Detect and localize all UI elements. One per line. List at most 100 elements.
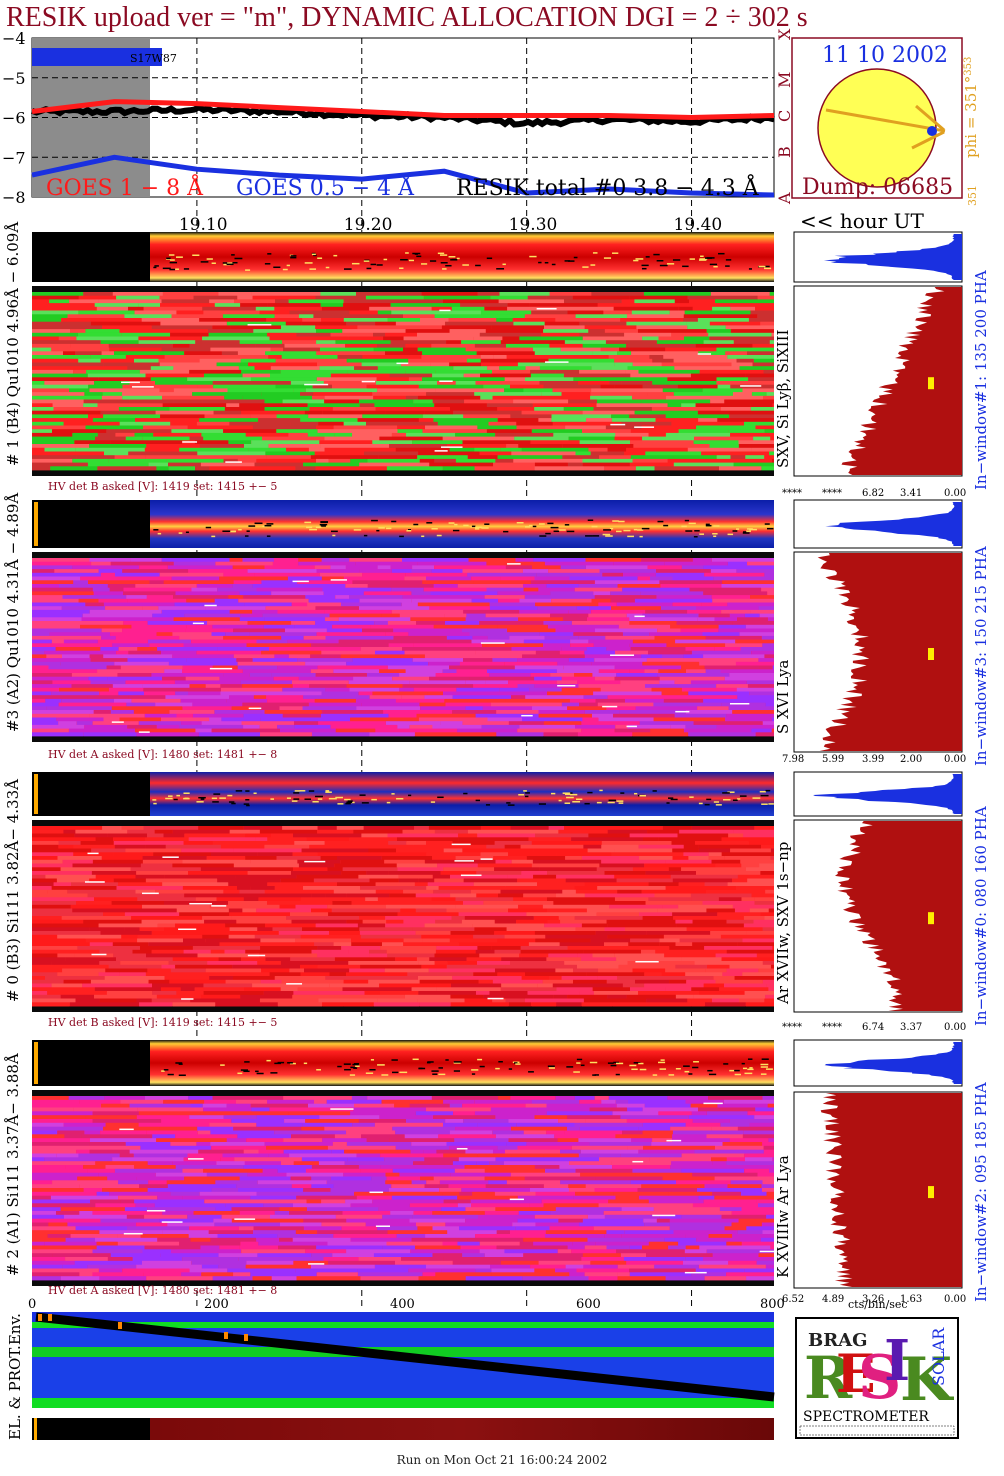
spectrogram-cell (118, 1195, 158, 1200)
spectrogram-cell (151, 949, 184, 954)
spectrogram-cell (345, 343, 377, 348)
spectrogram-cell (574, 587, 623, 592)
spectrogram-cell (506, 1180, 561, 1185)
spectrogram-cell (232, 964, 300, 969)
spectrogram-cell (518, 617, 563, 622)
bottom-x-tick-label: 200 (204, 1297, 229, 1312)
spectrogram-cell (685, 710, 733, 715)
spectrogram-cell (120, 1199, 135, 1204)
spectrogram-cell (199, 358, 241, 363)
spectrogram-cell (590, 395, 633, 400)
spectrogram-cell (144, 713, 177, 718)
spectrogram-cell (629, 621, 677, 626)
spectrogram-cell (103, 602, 175, 607)
spectrogram-cell (401, 362, 431, 367)
spectrogram-cell (417, 561, 487, 566)
spectrogram-cell (309, 844, 369, 849)
spectrogram-cell (329, 983, 380, 988)
spectrogram-cell (65, 1237, 95, 1242)
spectrogram-cell (411, 1180, 427, 1185)
spectrogram-cell (307, 403, 360, 408)
spectrogram-cell (357, 325, 372, 330)
spectrogram-cell (573, 968, 599, 973)
spectrogram-cell (269, 1107, 313, 1112)
spectrogram-cell (391, 310, 457, 315)
spectrogram-cell (659, 938, 680, 943)
spectrogram-cell (451, 983, 502, 988)
band-noise-pixel (222, 262, 229, 264)
spectrogram-cell (32, 1272, 80, 1277)
spectrogram-cell (449, 1103, 463, 1108)
spectrogram-cell (103, 654, 173, 659)
spectrogram-cell (608, 1199, 649, 1204)
spectrogram-cell (165, 844, 221, 849)
spectrogram-cell (352, 580, 423, 585)
band-noise-pixel (175, 256, 183, 258)
spectrogram-cell (98, 923, 158, 928)
spectrogram-cell (438, 886, 506, 891)
spectrogram-cell (510, 1096, 556, 1101)
spectrogram-cell (592, 673, 617, 678)
spectrogram-cell (313, 392, 373, 397)
spectrogram-cell (343, 318, 388, 323)
spectrogram-cell (252, 609, 278, 614)
spectrogram-cell (110, 632, 157, 637)
spectrogram-cell (695, 1268, 745, 1273)
spectrogram-cell (769, 1168, 774, 1173)
spectrogram-cell (458, 942, 529, 947)
spectrogram-cell (489, 1161, 504, 1166)
spectrogram-cell (256, 1115, 320, 1120)
spectrogram-cell (283, 347, 320, 352)
spectrogram-cell (32, 1161, 96, 1166)
spectrogram-cell (326, 628, 363, 633)
spectrogram-cell (32, 1226, 76, 1231)
spectrogram-cell (567, 310, 604, 315)
spectrogram-cell (198, 732, 260, 737)
spectrogram-cell (411, 987, 437, 992)
spectrogram-cell (384, 859, 425, 864)
spectrogram-cell (716, 381, 774, 386)
spectrum-histogram (841, 287, 962, 475)
spectrogram-cell (662, 388, 703, 393)
spectrogram-cell (219, 1245, 240, 1250)
spectrogram-cell (217, 878, 281, 883)
spectrogram-cell (720, 407, 751, 412)
spectrogram-cell (275, 358, 347, 363)
spectrogram-cell (194, 987, 244, 992)
spectrogram-cell (356, 1153, 381, 1158)
pha-window-label: In−window#0: 080 160 PHA (972, 806, 990, 1026)
spectrogram-cell (511, 451, 576, 456)
spectrogram-cell (189, 684, 206, 689)
spectrogram-cell (83, 318, 142, 323)
spectrogram-cell (157, 893, 185, 898)
spectrogram-cell (186, 658, 237, 663)
spectrogram-cell (124, 314, 172, 319)
spectrogram-cell (119, 329, 160, 334)
band-noise-pixel (427, 1061, 434, 1063)
spectrogram-cell (105, 1122, 139, 1127)
spectrogram-cell (434, 314, 456, 319)
spectrogram-cell (385, 332, 417, 337)
band-noise-pixel (760, 1066, 769, 1068)
spectrogram-cell (226, 403, 240, 408)
spectrogram-cell (89, 1149, 130, 1154)
band-noise-pixel (528, 1071, 534, 1073)
spectrogram-cell (276, 429, 318, 434)
band-noise-pixel (652, 1074, 658, 1076)
spectrogram-cell (543, 384, 601, 389)
spectrogram-cell (32, 1111, 93, 1116)
spectrogram-cell (32, 403, 53, 408)
spectrogram-highlight (632, 1160, 644, 1163)
spectrogram-cell (618, 624, 671, 629)
spectrogram-cell (674, 680, 691, 685)
band-noise-pixel (345, 802, 351, 805)
spectrogram-cell (715, 953, 757, 958)
spectrogram-cell (32, 606, 62, 611)
spectrogram-cell (87, 462, 149, 467)
spectrogram-cell (428, 826, 481, 831)
spectrogram-cell (32, 1138, 90, 1143)
spectrogram-cell (206, 856, 246, 861)
spectrogram-cell (521, 957, 547, 962)
env-marker-3 (118, 1322, 122, 1329)
